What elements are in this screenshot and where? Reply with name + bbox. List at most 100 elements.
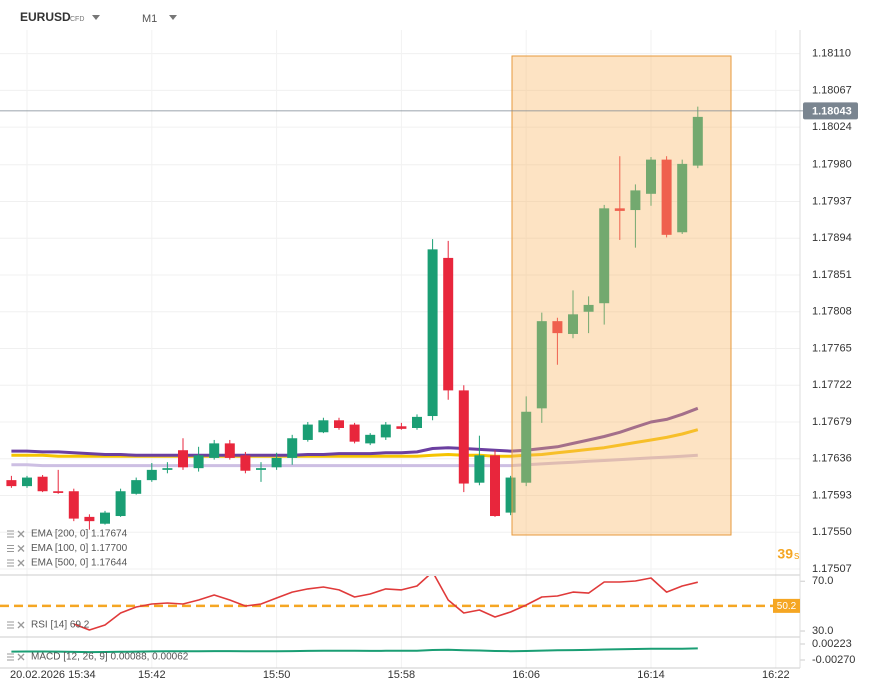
legend-close-icon xyxy=(17,530,25,538)
candle-body xyxy=(427,249,438,417)
rsi-level-label: 50.2 xyxy=(777,601,797,612)
candle-body xyxy=(458,390,469,484)
countdown: 39 xyxy=(777,546,793,562)
candle-body xyxy=(692,116,703,166)
x-tick-label: 20.02.2026 15:34 xyxy=(10,669,96,681)
candle-body xyxy=(256,468,266,470)
y-tick-label: 1.17894 xyxy=(812,232,852,244)
y-tick-label: 1.17550 xyxy=(812,526,852,538)
indicator-line xyxy=(11,453,698,468)
legend-entry: EMA [500, 0] 1.17644 xyxy=(31,558,128,569)
y-tick-label: 1.17722 xyxy=(812,379,852,391)
candle-body xyxy=(443,257,454,391)
candle-body xyxy=(474,455,485,483)
x-tick-label: 16:22 xyxy=(762,669,790,681)
y-tick-label: 1.17507 xyxy=(812,563,852,575)
y-tick-label: 1.17808 xyxy=(812,306,852,318)
candle-body xyxy=(365,434,376,444)
x-tick-label: 15:50 xyxy=(263,669,291,681)
candle-body xyxy=(490,455,500,517)
candle-body xyxy=(37,476,48,492)
x-tick-label: 16:14 xyxy=(637,669,665,681)
symbol[interactable]: EURUSD xyxy=(20,10,71,24)
candle-body xyxy=(349,424,360,442)
candle-body xyxy=(146,469,157,481)
candle-body xyxy=(193,455,204,469)
candle-body xyxy=(614,208,625,211)
candle-body xyxy=(224,443,235,458)
y-tick-label: 1.17765 xyxy=(812,342,852,354)
candle-body xyxy=(84,516,95,522)
last-price-label: 1.18043 xyxy=(812,105,852,117)
candle-body xyxy=(209,443,220,458)
symbol-dropdown[interactable] xyxy=(92,15,100,20)
y-tick-label: 1.17593 xyxy=(812,489,852,501)
candle-body xyxy=(646,159,656,194)
candle-body xyxy=(100,512,110,524)
y-tick-label: 0.00223 xyxy=(812,638,852,650)
indicator-layer xyxy=(11,406,699,468)
indicator-line xyxy=(11,406,699,457)
x-tick-label: 15:42 xyxy=(138,669,166,681)
y-tick-label: 1.17636 xyxy=(812,453,852,465)
candle-body xyxy=(661,159,672,235)
candle-body xyxy=(412,416,422,428)
candle-body xyxy=(599,208,610,304)
y-tick-label: 70.0 xyxy=(812,575,833,587)
legend-close-icon xyxy=(17,559,25,567)
y-tick-label: 1.18024 xyxy=(812,121,852,133)
timeframe[interactable]: M1 xyxy=(142,13,157,25)
legend-close-icon xyxy=(17,653,25,661)
countdown-unit: s xyxy=(794,550,800,562)
grid-layer xyxy=(0,30,805,668)
candle-body xyxy=(380,424,391,438)
candle-body xyxy=(552,321,563,334)
candle-body xyxy=(521,411,532,483)
last-price-box xyxy=(803,102,858,120)
label-layer: 1.18110 1.18067 1.18024 1.17980 1.17937 1.178… xyxy=(0,48,858,681)
y-tick-label: 1.17980 xyxy=(812,159,852,171)
candle-body xyxy=(568,314,578,334)
highlight-rectangle[interactable] xyxy=(511,55,732,536)
y-tick-label: 1.18067 xyxy=(812,84,852,96)
candle-body xyxy=(240,455,251,471)
candle-body xyxy=(505,477,516,513)
indicator-line xyxy=(73,576,698,631)
y-tick-label: 30.0 xyxy=(812,625,833,637)
candle-body xyxy=(583,304,594,312)
candle-body xyxy=(131,480,142,494)
timeframe-dropdown[interactable] xyxy=(169,15,177,20)
indicator-legend: RSI [14] 69.2 xyxy=(31,620,90,631)
candle-body xyxy=(334,420,344,428)
instrument-type: CFD xyxy=(70,16,84,23)
candle-body xyxy=(396,426,407,429)
candle-body xyxy=(68,491,79,519)
candle-body xyxy=(178,450,188,468)
legend-entry: EMA [200, 0] 1.17674 xyxy=(31,529,128,540)
legend-close-icon xyxy=(17,621,25,629)
x-tick-label: 15:58 xyxy=(388,669,416,681)
indicator-line xyxy=(11,647,698,654)
candle-body xyxy=(271,457,282,468)
subpanel-layer xyxy=(0,576,773,654)
candle-body xyxy=(22,477,32,487)
indicator-legend: MACD [12, 26, 9] 0.00088, 0.00062 xyxy=(31,652,189,663)
candle-body xyxy=(53,491,64,493)
candle-body xyxy=(536,321,547,409)
y-tick-label: 1.17937 xyxy=(812,195,852,207)
candle-body xyxy=(287,438,298,458)
y-tick-label: 1.17679 xyxy=(812,416,852,428)
legend-entry: EMA [100, 0] 1.17700 xyxy=(31,543,128,554)
y-tick-label: 1.17851 xyxy=(812,269,852,281)
candle-body xyxy=(318,420,329,433)
rsi-level-box xyxy=(773,598,800,613)
candle-body xyxy=(6,480,17,487)
legend-close-icon xyxy=(17,545,25,552)
candle-body xyxy=(162,468,173,470)
candle-body xyxy=(630,190,641,211)
candle-body xyxy=(115,491,126,517)
candle-body xyxy=(302,424,313,440)
